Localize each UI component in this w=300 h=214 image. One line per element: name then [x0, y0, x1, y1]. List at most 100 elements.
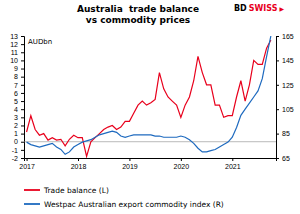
- tick: 3: [14, 114, 24, 121]
- annotation: ▶: [279, 5, 284, 12]
- tick-label: 2021: [225, 163, 241, 170]
- tick-label: 85: [282, 130, 290, 137]
- axis-line: [25, 159, 277, 162]
- tick: 105: [276, 106, 294, 113]
- tick-label: 3: [14, 114, 18, 121]
- tick-label: 9: [14, 65, 18, 72]
- tick-mark: [276, 109, 279, 110]
- subtitle: vs commodity prices: [86, 15, 190, 25]
- tick-label: 165: [282, 33, 294, 40]
- axis-line: [21, 37, 25, 159]
- tick-mark: [276, 85, 279, 86]
- tick: -1: [12, 147, 24, 154]
- tick: 6: [14, 90, 24, 97]
- tick-label: 7: [14, 82, 18, 89]
- tick: 5: [14, 98, 24, 105]
- tick-label: 125: [282, 82, 294, 89]
- tick-label: 6: [14, 90, 18, 97]
- y-axis-label: AUDbn: [28, 38, 52, 46]
- tick-mark: [21, 44, 24, 45]
- tick-mark: [181, 158, 182, 161]
- legend-swatch: [24, 189, 40, 191]
- tick-mark: [21, 150, 24, 151]
- tick-label: -2: [12, 155, 18, 162]
- tick: 85: [276, 130, 290, 137]
- series-line: [27, 40, 271, 156]
- tick-label: 12: [10, 41, 18, 48]
- tick-label: 105: [282, 106, 294, 113]
- y2-axis: 65 85 105 125 145 165: [276, 33, 294, 162]
- tick-mark: [21, 101, 24, 102]
- tick: 13: [10, 33, 24, 40]
- tick: 125: [276, 82, 294, 89]
- tick-label: 145: [282, 57, 294, 64]
- logo: BDSWISS▶: [234, 4, 284, 13]
- tick: 145: [276, 57, 294, 64]
- series-line: [27, 36, 271, 154]
- tick-label: 65: [282, 155, 290, 162]
- marks: [24, 36, 276, 156]
- annotation: BD: [234, 4, 247, 13]
- tick-mark: [276, 134, 279, 135]
- tick-mark: [276, 36, 279, 37]
- plot: 20172018201920202021-2-10123456789101112…: [10, 33, 294, 170]
- legend: Trade balance (L) Westpac Australian expo…: [24, 186, 224, 209]
- tick-mark: [129, 158, 130, 161]
- annotation: SWISS: [249, 4, 278, 13]
- tick: 65: [276, 155, 290, 162]
- tick-label: 4: [14, 106, 18, 113]
- tick: 10: [10, 57, 24, 64]
- tick-mark: [21, 117, 24, 118]
- tick: 2021: [225, 158, 241, 170]
- y-axis: -2-1012345678910111213: [10, 33, 24, 162]
- tick: 2: [14, 122, 24, 129]
- tick: 8: [14, 73, 24, 80]
- axis-line: [277, 37, 280, 159]
- tick: 4: [14, 106, 24, 113]
- chart: Australia trade balancevs commodity pric…: [0, 0, 300, 214]
- tick: 9: [14, 65, 24, 72]
- tick-label: 2: [14, 122, 18, 129]
- tick-label: 1: [14, 130, 18, 137]
- tick-label: 11: [11, 49, 18, 56]
- tick-label: 8: [14, 73, 18, 80]
- tick-mark: [21, 134, 24, 135]
- tick-mark: [21, 77, 24, 78]
- tick-label: 2019: [122, 163, 138, 170]
- tick-mark: [232, 158, 233, 161]
- tick: -2: [12, 155, 24, 162]
- tick-label: 2017: [19, 163, 35, 170]
- title: Australia trade balance: [77, 4, 199, 14]
- tick-label: 5: [14, 98, 18, 105]
- tick: 2017: [19, 158, 35, 170]
- legend-label: Westpac Australian export commodity inde…: [44, 200, 224, 209]
- tick-mark: [21, 125, 24, 126]
- tick-label: 10: [10, 57, 18, 64]
- tick-label: 13: [10, 33, 18, 40]
- tick-label: 0: [14, 138, 18, 145]
- legend-item: Trade balance (L): [24, 186, 109, 195]
- tick-label: 2020: [174, 163, 190, 170]
- tick-mark: [78, 158, 79, 161]
- tick: 7: [14, 82, 24, 89]
- tick-mark: [21, 69, 24, 70]
- tick-mark: [21, 158, 24, 159]
- tick: 0: [14, 138, 24, 145]
- tick-mark: [21, 85, 24, 86]
- tick-label: -1: [12, 147, 18, 154]
- legend-item: Westpac Australian export commodity inde…: [24, 200, 224, 209]
- tick: 11: [11, 49, 24, 56]
- tick-label: 2018: [71, 163, 87, 170]
- tick: 165: [276, 33, 294, 40]
- tick-mark: [27, 158, 28, 161]
- legend-swatch: [24, 203, 40, 205]
- tick-mark: [21, 60, 24, 61]
- x-axis: 2017 2018 2019 2020 2021: [19, 158, 276, 170]
- tick-mark: [21, 109, 24, 110]
- tick: 2018: [71, 158, 87, 170]
- tick: 2020: [174, 158, 190, 170]
- tick-mark: [276, 60, 279, 61]
- legend-label: Trade balance (L): [43, 186, 109, 195]
- tick-mark: [21, 52, 24, 53]
- tick-mark: [276, 158, 279, 159]
